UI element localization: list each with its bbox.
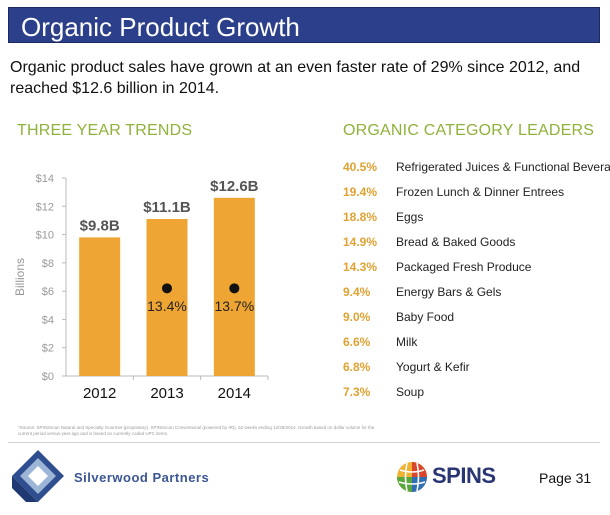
y-axis-title: Billions xyxy=(13,258,27,296)
bar xyxy=(79,237,121,376)
bar-value-label: $12.6B xyxy=(210,178,259,195)
bar-value-label: $9.8B xyxy=(80,217,120,234)
y-tick-label: $12 xyxy=(36,201,54,213)
leader-pct: 9.4% xyxy=(343,285,371,299)
bar-value-label: $11.1B xyxy=(143,199,191,216)
x-tick-label: 2012 xyxy=(83,385,116,402)
leader-name: Soup xyxy=(396,385,425,399)
y-tick-label: $8 xyxy=(42,258,54,270)
silverwood-logo: Silverwood Partners xyxy=(12,450,242,502)
leader-name: Packaged Fresh Produce xyxy=(396,260,532,274)
leader-name: Eggs xyxy=(396,210,424,224)
bar-chart: $0 $2 $4 $6 $8 $10 $12 $14 Billions $9.8B 2012 $11.… xyxy=(13,173,269,402)
leader-name: Refrigerated Juices & Functional Beverag… xyxy=(396,160,610,174)
y-tick-label: $14 xyxy=(36,173,54,185)
leader-pct: 9.0% xyxy=(343,310,371,324)
leader-name: Milk xyxy=(396,335,418,349)
y-tick-label: $0 xyxy=(42,371,54,383)
trends-heading: THREE YEAR TRENDS xyxy=(17,122,193,139)
leader-pct: 14.3% xyxy=(343,260,378,274)
growth-label: 13.7% xyxy=(214,298,254,314)
leader-name: Energy Bars & Gels xyxy=(396,285,502,299)
page-subtitle: Organic product sales have grown at an e… xyxy=(10,59,581,97)
leaders-heading: ORGANIC CATEGORY LEADERS xyxy=(343,122,595,139)
source-note: *Source: SPINSscan Natural and Specialty… xyxy=(18,425,375,436)
spins-logo: SPINS xyxy=(395,458,505,498)
silverwood-diamond-icon xyxy=(12,450,64,502)
growth-dot xyxy=(162,283,172,294)
leader-pct: 6.6% xyxy=(343,335,371,349)
page-title: Organic Product Growth xyxy=(21,12,300,42)
leader-pct: 18.8% xyxy=(343,210,378,224)
leader-name: Yogurt & Kefir xyxy=(396,360,470,374)
silverwood-name: Silverwood Partners xyxy=(74,470,210,485)
leader-pct: 7.3% xyxy=(343,385,371,399)
leader-pct: 6.8% xyxy=(343,360,371,374)
page-number: Page 31 xyxy=(539,470,592,486)
leader-pct: 19.4% xyxy=(343,185,378,199)
y-tick-label: $6 xyxy=(42,286,54,298)
spins-globe-icon xyxy=(397,462,427,492)
y-tick-label: $2 xyxy=(42,343,54,355)
title-bar: Organic Product Growth xyxy=(8,7,600,43)
y-tick-label: $10 xyxy=(36,230,54,242)
x-tick-label: 2013 xyxy=(150,385,183,402)
leader-name: Bread & Baked Goods xyxy=(396,235,516,249)
bar xyxy=(146,219,188,376)
growth-dot xyxy=(229,283,240,294)
footer-divider xyxy=(8,442,600,443)
spins-brand: SPINS xyxy=(432,463,496,488)
leader-name: Baby Food xyxy=(396,310,455,324)
x-tick-label: 2014 xyxy=(218,385,251,402)
leader-name: Frozen Lunch & Dinner Entrees xyxy=(396,185,565,199)
leader-pct: 14.9% xyxy=(343,235,378,249)
leader-pct: 40.5% xyxy=(343,160,378,174)
y-tick-label: $4 xyxy=(42,314,54,326)
growth-label: 13.4% xyxy=(147,298,187,314)
